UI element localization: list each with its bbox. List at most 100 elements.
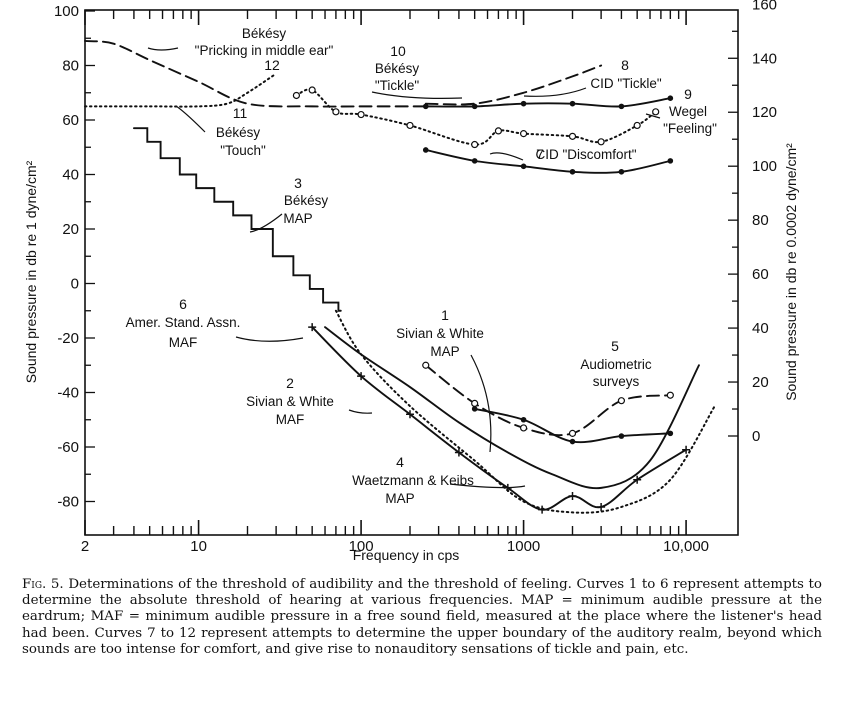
series-5-point (667, 430, 674, 437)
series-4-point (357, 372, 366, 381)
leader-line (249, 213, 283, 233)
plot-frame (84, 9, 739, 536)
y-tick-label: 40 (62, 167, 79, 184)
curve-label-11-line2: "Touch" (220, 143, 266, 158)
curve-label-6-line1: Amer. Stand. Assn. (126, 315, 241, 330)
y-right-axis-title: Sound pressure in db re 0.0002 dyne/cm² (783, 143, 799, 401)
series-4-point (454, 448, 463, 457)
x-tick-label: 2 (81, 538, 89, 555)
series-7-point (667, 158, 674, 164)
curve-label-12-line2: "Pricking in middle ear" (195, 43, 334, 58)
curve-label-5-line1: Audiometric (580, 357, 652, 372)
series-9-point (471, 140, 479, 149)
curve-number-8: 8 (621, 57, 629, 73)
leader-line (645, 113, 661, 119)
curve-number-6: 6 (179, 296, 187, 312)
curve-number-1: 1 (441, 307, 449, 323)
y-axis-title: Sound pressure in db re 1 dyne/cm² (23, 160, 39, 383)
series-9-point (332, 108, 340, 116)
series-9-point (568, 132, 577, 140)
y-tick-label: 80 (62, 58, 79, 75)
curve-number-9: 9 (684, 86, 692, 102)
series-1-point (519, 424, 528, 432)
curve-number-4: 4 (396, 454, 404, 470)
series-9-point (357, 110, 365, 119)
series-11-line (84, 72, 278, 108)
series-9-point (597, 138, 605, 146)
series-4-point (538, 505, 547, 514)
series-8-point (667, 95, 674, 101)
leader-line (147, 47, 179, 51)
series-1-point (568, 429, 577, 437)
x-tick-label: 10 (190, 538, 207, 555)
series-4-point (308, 323, 317, 332)
y-right-tick-label: 80 (752, 212, 769, 229)
caption-text: Determinations of the threshold of audib… (22, 577, 822, 657)
axis-ticks (84, 10, 738, 535)
series-7-point (520, 163, 527, 170)
y-right-tick-label: 20 (752, 374, 769, 391)
leader-line (489, 152, 524, 161)
y-tick-label: 60 (62, 112, 79, 129)
y-right-tick-label: 120 (752, 104, 777, 121)
y-axis-tick-labels: 100 80 60 40 20 0 -20 -40 -60 -80 (54, 3, 79, 511)
series-5-point (471, 406, 478, 412)
series-5-point (569, 438, 576, 445)
curve-label-12-line1: Békésy (242, 26, 287, 41)
curve-label-5-line2: surveys (593, 374, 640, 389)
y-tick-label: 20 (62, 221, 79, 238)
curve-label-1-line1: Sivian & White (396, 326, 484, 341)
leader-line (235, 336, 304, 342)
series-8-point (520, 100, 527, 107)
y-tick-label: -40 (57, 385, 79, 402)
y-tick-label: -20 (57, 330, 79, 347)
series-4-line (311, 326, 688, 511)
curve-label-10-line1: Békésy (375, 61, 420, 76)
curve-label-2-line1: Sivian & White (246, 394, 334, 409)
curve-label-4-line2: MAP (385, 491, 414, 506)
series-8-point (618, 103, 625, 110)
series-9-point (494, 127, 503, 135)
series-7-point (471, 158, 478, 164)
series-9-point (406, 121, 414, 130)
curve-label-2-line2: MAF (276, 412, 305, 427)
y-right-tick-label: 140 (752, 50, 777, 67)
curve-label-11-line1: Békésy (216, 125, 261, 140)
caption-figure-label: Fig. 5. (22, 577, 64, 592)
series-1-point (666, 391, 674, 399)
series-1-line (424, 364, 672, 437)
leader-line (523, 87, 587, 97)
series-1-point (422, 361, 430, 369)
curve-label-9-line1: Wegel (669, 104, 707, 119)
leader-line (175, 105, 206, 133)
curve-label-1-line2: MAP (430, 344, 459, 359)
curve-label-4-line1: Waetzmann & Keibs (352, 473, 474, 488)
y-tick-label: -80 (57, 494, 79, 511)
y-right-axis-tick-labels: 160 140 120 100 80 60 40 20 0 (752, 0, 777, 445)
series-9-point (308, 86, 316, 94)
y-tick-label: 0 (71, 276, 79, 293)
y-right-tick-label: 60 (752, 266, 769, 283)
series-9-line (295, 88, 657, 146)
y-right-tick-label: 0 (752, 428, 760, 445)
series-4-point (406, 410, 414, 419)
curve-number-10: 10 (390, 43, 406, 59)
curve-label-8: CID "Tickle" (590, 76, 662, 91)
series-8-point (471, 103, 478, 110)
series-1-point (617, 397, 626, 405)
x-tick-label: 1000 (507, 538, 540, 555)
curve-number-3: 3 (294, 175, 302, 191)
leader-line (371, 91, 463, 99)
curve-number-2: 2 (286, 375, 294, 391)
series-4-point (597, 502, 606, 511)
series-8-line (424, 97, 672, 108)
series-4-point (633, 475, 642, 484)
series-10-line (424, 64, 603, 106)
series-5-point (618, 433, 625, 439)
figure-caption: Fig. 5. Determinations of the threshold … (22, 577, 822, 658)
curve-number-7: 7 (536, 146, 544, 162)
curve-label-7: CID "Discomfort" (535, 147, 636, 162)
series-9-point (633, 121, 641, 130)
curve-number-5: 5 (611, 338, 619, 354)
